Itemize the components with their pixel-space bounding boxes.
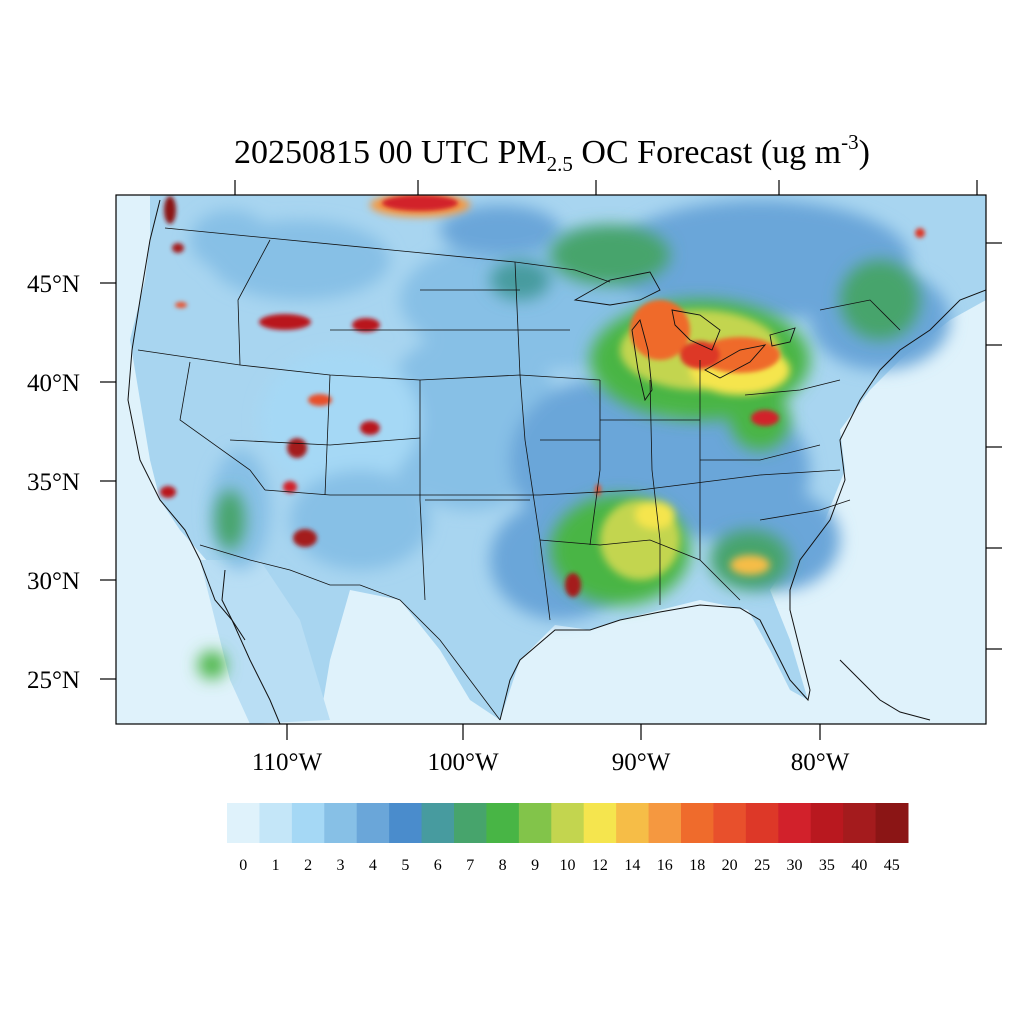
title-species: OC Forecast	[581, 134, 753, 171]
colorbar-swatch	[356, 803, 390, 843]
frame-ticks	[100, 180, 1002, 740]
title-pm: PM	[497, 134, 547, 171]
colorbar-swatch	[681, 803, 714, 843]
colorbar-level-label: 7	[466, 857, 474, 874]
colorbar-level-label: 18	[689, 857, 705, 874]
colorbar-level-label: 16	[657, 857, 673, 874]
colorbar-level-label: 10	[560, 857, 576, 874]
lat-label-45: 45°N	[27, 271, 80, 298]
colorbar-level-label: 8	[499, 857, 507, 874]
colorbar-swatch	[389, 803, 423, 843]
colorbar-swatch	[648, 803, 682, 843]
lon-label-100: 100°W	[427, 749, 498, 776]
state-boundaries	[137, 227, 901, 721]
colorbar-swatch	[454, 803, 487, 843]
colorbar-swatch	[518, 803, 552, 843]
colorbar-swatch	[324, 803, 358, 843]
colorbar-level-label: 2	[304, 857, 312, 874]
colorbar-level-label: 25	[754, 857, 770, 874]
colorbar-level-label: 6	[434, 857, 442, 874]
colorbar-swatch	[616, 803, 650, 843]
lat-label-30: 30°N	[27, 568, 80, 595]
colorbar-level-label: 4	[369, 857, 377, 874]
colorbar-swatch	[259, 803, 293, 843]
lat-label-40: 40°N	[27, 370, 80, 397]
title-datetime: 20250815 00 UTC	[234, 134, 490, 171]
colorbar-level-label: 40	[851, 857, 867, 874]
lat-label-25: 25°N	[27, 667, 80, 694]
colorbar-swatch	[291, 803, 325, 843]
lon-label-80: 80°W	[791, 749, 850, 776]
title-units-open: (ug m	[760, 134, 842, 171]
colorbar-level-label: 45	[884, 857, 900, 874]
lat-label-35: 35°N	[27, 469, 80, 496]
coastlines	[127, 199, 986, 724]
title-units-superscript: -3	[841, 130, 859, 154]
colorbar-level-label: 20	[722, 857, 738, 874]
title-units: (ug m-3)	[760, 130, 870, 171]
colorbar-level-label: 14	[624, 857, 640, 874]
colorbar-level-label: 3	[337, 857, 345, 874]
colorbar-swatch	[745, 803, 779, 843]
colorbar-swatch	[810, 803, 844, 843]
colorbar-swatch	[843, 803, 877, 843]
colorbar-swatch	[778, 803, 812, 843]
title-units-close: )	[858, 134, 870, 171]
colorbar-level-label: 35	[819, 857, 835, 874]
colorbar-level-label: 30	[787, 857, 803, 874]
map-title: 20250815 00 UTC PM2.5 OC Forecast (ug m-…	[0, 122, 1024, 184]
map-frame	[115, 194, 987, 725]
lon-label-110: 110°W	[252, 749, 323, 776]
colorbar-swatch	[551, 803, 585, 843]
colorbar-swatch	[875, 803, 909, 843]
colorbar-swatch	[486, 803, 520, 843]
high-concentration-plumes	[160, 195, 925, 597]
colorbar-level-label: 1	[272, 857, 280, 874]
colorbar-swatch	[583, 803, 617, 843]
colorbar-level-label: 5	[401, 857, 409, 874]
colorbar-level-label: 0	[239, 857, 247, 874]
colorbar: 0 1 2 3 4 5 6 7 8 9 10 12 14 16 18 20 25 30 35 40 45	[227, 803, 909, 874]
colorbar-swatch	[713, 803, 747, 843]
colorbar-swatch	[421, 803, 455, 843]
great-lakes	[573, 271, 796, 402]
longitude-labels: 110°W 100°W 90°W 80°W	[252, 749, 850, 776]
latitude-labels: 45°N 40°N 35°N 30°N 25°N	[27, 271, 80, 694]
title-pm-subscript: 2.5	[546, 152, 573, 176]
colorbar-swatch	[227, 803, 260, 843]
concentration-field	[116, 195, 986, 724]
colorbar-level-label: 9	[531, 857, 539, 874]
colorbar-level-label: 12	[592, 857, 608, 874]
mexico-land	[200, 560, 330, 724]
lon-label-90: 90°W	[612, 749, 671, 776]
